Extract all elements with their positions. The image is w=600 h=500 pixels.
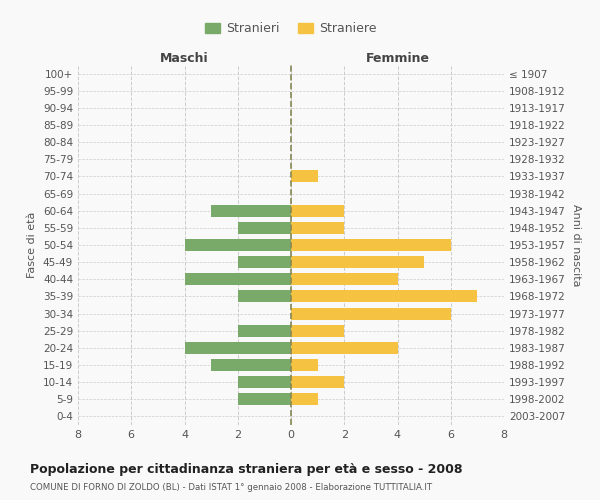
Text: Femmine: Femmine: [365, 52, 430, 65]
Y-axis label: Anni di nascita: Anni di nascita: [571, 204, 581, 286]
Bar: [291, 290, 478, 302]
Bar: [185, 274, 291, 285]
Bar: [291, 274, 398, 285]
Text: COMUNE DI FORNO DI ZOLDO (BL) - Dati ISTAT 1° gennaio 2008 - Elaborazione TUTTIT: COMUNE DI FORNO DI ZOLDO (BL) - Dati IST…: [30, 482, 432, 492]
Bar: [291, 308, 451, 320]
Bar: [238, 394, 291, 406]
Bar: [291, 204, 344, 216]
Bar: [291, 394, 317, 406]
Bar: [291, 376, 344, 388]
Text: Maschi: Maschi: [160, 52, 209, 65]
Bar: [238, 222, 291, 234]
Text: Popolazione per cittadinanza straniera per età e sesso - 2008: Popolazione per cittadinanza straniera p…: [30, 462, 463, 475]
Bar: [291, 222, 344, 234]
Legend: Stranieri, Straniere: Stranieri, Straniere: [200, 18, 382, 40]
Bar: [238, 290, 291, 302]
Bar: [211, 204, 291, 216]
Bar: [185, 239, 291, 251]
Bar: [291, 256, 424, 268]
Y-axis label: Fasce di età: Fasce di età: [28, 212, 37, 278]
Bar: [291, 170, 317, 182]
Bar: [238, 376, 291, 388]
Bar: [211, 359, 291, 371]
Bar: [291, 324, 344, 336]
Bar: [291, 239, 451, 251]
Bar: [238, 324, 291, 336]
Bar: [291, 359, 317, 371]
Bar: [238, 256, 291, 268]
Bar: [291, 342, 398, 354]
Bar: [185, 342, 291, 354]
